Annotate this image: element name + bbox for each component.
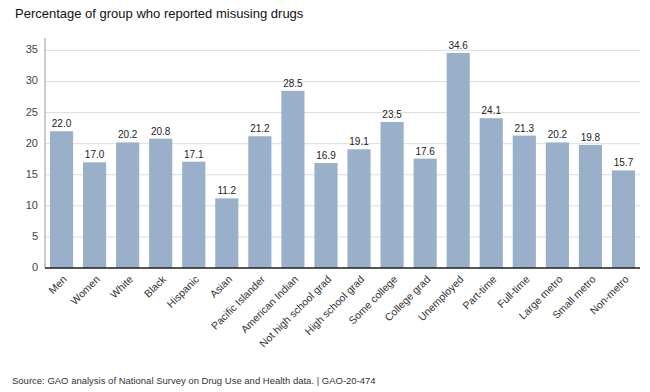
grid-line <box>45 112 640 113</box>
bar <box>612 170 635 268</box>
y-tick-label: 20 <box>26 137 38 149</box>
bar <box>182 162 205 268</box>
data-label: 19.1 <box>349 136 369 147</box>
grid-line <box>45 50 640 51</box>
bar <box>281 91 304 268</box>
chart-svg: 0 5 10 15 20 25 30 35 22.0 17.0 20.2 20.8 17.1 11.2 21… <box>0 0 650 392</box>
y-tick-label: 5 <box>32 230 38 242</box>
data-label: 16.9 <box>316 150 336 161</box>
data-label: 21.3 <box>515 123 535 134</box>
bar <box>116 142 139 268</box>
data-label: 19.8 <box>581 132 601 143</box>
bar <box>248 136 271 268</box>
bar <box>480 118 503 268</box>
x-tick-label: Part-time <box>460 273 499 312</box>
x-tick-label: Women <box>68 273 102 307</box>
grid-line <box>45 81 640 82</box>
data-label: 34.6 <box>448 40 468 51</box>
bar <box>50 131 73 268</box>
bar <box>215 198 238 268</box>
bar <box>83 162 106 268</box>
chart-container: 0 5 10 15 20 25 30 35 22.0 17.0 20.2 20.8 17.1 11.2 21… <box>0 0 650 392</box>
data-label: 15.7 <box>614 157 634 168</box>
x-tick-label: High school grad <box>302 273 366 337</box>
x-axis: MenWomenWhiteBlackHispanicAsianPacific I… <box>46 272 631 349</box>
y-tick-label: 15 <box>26 168 38 180</box>
data-label: 17.1 <box>184 149 204 160</box>
data-label: 20.2 <box>548 129 568 140</box>
data-label: 24.1 <box>482 105 502 116</box>
bar <box>513 136 536 268</box>
x-tick-label: Asian <box>207 273 234 300</box>
bar <box>579 145 602 268</box>
y-tick-label: 25 <box>26 106 38 118</box>
bar <box>347 149 370 268</box>
y-axis: 0 5 10 15 20 25 30 35 <box>26 38 45 273</box>
bar <box>149 139 172 268</box>
data-label: 28.5 <box>283 78 303 89</box>
x-axis-line <box>45 267 640 269</box>
bar <box>314 163 337 268</box>
y-axis-line <box>45 38 46 268</box>
x-tick-label: White <box>108 273 136 301</box>
bar <box>447 53 470 268</box>
bars <box>50 53 635 268</box>
data-label: 11.2 <box>217 185 236 196</box>
x-tick-label: Non-metro <box>587 273 631 317</box>
data-label: 20.8 <box>151 126 171 137</box>
grid <box>45 50 640 268</box>
data-label: 21.2 <box>250 123 270 134</box>
y-tick-label: 35 <box>26 43 38 55</box>
data-label: 17.0 <box>85 149 105 160</box>
x-tick-label: Hispanic <box>164 273 201 310</box>
bar <box>546 142 569 268</box>
x-tick-label: American Indian <box>238 273 300 335</box>
y-tick-label: 30 <box>26 74 38 86</box>
data-labels: 22.0 17.0 20.2 20.8 17.1 11.2 21.2 28.5 16.9 19.1… <box>52 40 634 196</box>
x-tick-label: Black <box>141 272 168 299</box>
title: Percentage of group who reported misusin… <box>15 6 304 21</box>
x-tick-label: Small metro <box>550 273 598 321</box>
x-tick-label: Unemployed <box>415 273 465 323</box>
annotation: Source: GAO analysis of National Survey … <box>12 375 376 386</box>
data-label: 23.5 <box>382 109 402 120</box>
x-tick-label: Men <box>46 273 69 296</box>
bar <box>381 122 404 268</box>
y-tick-label: 0 <box>32 261 38 273</box>
grid-line <box>45 268 640 269</box>
y-tick-label: 10 <box>26 199 38 211</box>
data-label: 22.0 <box>52 118 72 129</box>
bar <box>414 159 437 268</box>
data-label: 20.2 <box>118 129 138 140</box>
data-label: 17.6 <box>415 146 435 157</box>
